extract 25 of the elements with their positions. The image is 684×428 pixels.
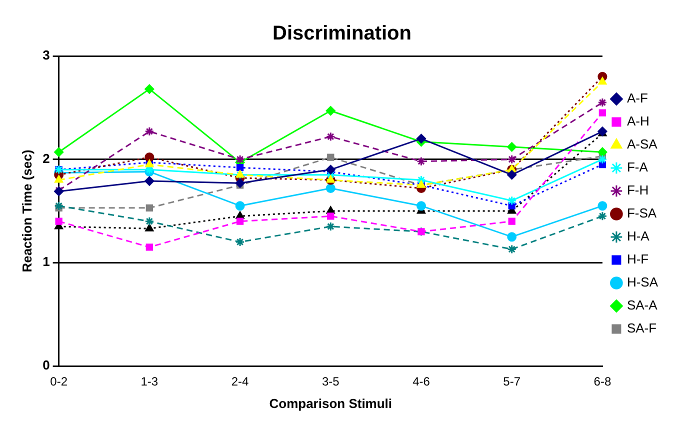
x-tick-label: 3-5 — [322, 374, 340, 389]
legend-label: F-A — [626, 160, 648, 175]
y-axis-title: Reaction Time (sec) — [19, 150, 34, 272]
x-tick-label: 6-8 — [594, 374, 612, 389]
chart-title: Discrimination — [272, 22, 412, 45]
legend-label: H-SA — [626, 274, 658, 290]
y-tick-label: 2 — [42, 150, 50, 166]
legend-label: A-H — [626, 114, 650, 129]
x-tick-label: 5-7 — [503, 374, 521, 389]
legend-label: H-F — [626, 252, 649, 267]
legend-label: SA-A — [626, 298, 658, 313]
y-tick-label: 3 — [42, 48, 50, 63]
legend-label: H-A — [626, 228, 650, 244]
x-tick-label: 1-3 — [140, 374, 158, 389]
legend-label: F-H — [626, 182, 649, 198]
legend-label: A-SA — [626, 136, 658, 152]
y-tick-label: 0 — [42, 358, 50, 373]
y-tick-label: 1 — [42, 254, 50, 270]
x-tick-label: 4-6 — [412, 374, 430, 389]
legend-label: SA-F — [626, 320, 657, 336]
x-axis-title: Comparison Stimuli — [269, 396, 392, 411]
x-tick-label: 0-2 — [50, 374, 68, 389]
x-tick-label: 2-4 — [231, 374, 250, 389]
legend-label: A-F — [626, 90, 648, 106]
legend-label: F-SA — [626, 206, 657, 221]
